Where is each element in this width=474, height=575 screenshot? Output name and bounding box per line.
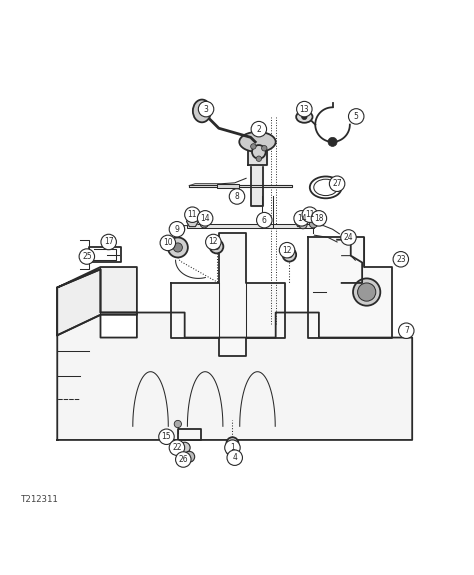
Ellipse shape — [193, 99, 211, 122]
Text: 12: 12 — [283, 246, 292, 255]
Circle shape — [174, 420, 182, 428]
Polygon shape — [186, 216, 198, 227]
Text: 12: 12 — [209, 237, 218, 247]
Polygon shape — [171, 233, 285, 356]
Circle shape — [175, 452, 191, 467]
Polygon shape — [251, 164, 264, 206]
Text: 8: 8 — [235, 192, 239, 201]
Text: 27: 27 — [332, 179, 342, 188]
Text: 1: 1 — [230, 443, 235, 452]
Circle shape — [227, 446, 238, 457]
Polygon shape — [308, 237, 392, 338]
Circle shape — [169, 221, 185, 237]
Circle shape — [197, 210, 213, 226]
Circle shape — [79, 249, 95, 264]
Circle shape — [210, 240, 223, 254]
Text: 4: 4 — [232, 453, 237, 462]
Text: 14: 14 — [297, 214, 306, 223]
Circle shape — [213, 243, 219, 250]
Text: 26: 26 — [179, 455, 188, 464]
Bar — [187, 224, 314, 228]
Circle shape — [328, 137, 337, 147]
Circle shape — [310, 220, 318, 228]
Circle shape — [256, 156, 262, 162]
Polygon shape — [248, 147, 266, 164]
Circle shape — [184, 451, 195, 462]
Text: 11: 11 — [188, 210, 197, 219]
Text: 10: 10 — [163, 239, 173, 247]
Text: 11: 11 — [305, 210, 315, 219]
Text: T212311: T212311 — [21, 494, 58, 504]
Circle shape — [227, 437, 238, 449]
Circle shape — [251, 121, 266, 137]
Circle shape — [168, 237, 188, 258]
Circle shape — [279, 243, 295, 258]
Circle shape — [286, 252, 292, 258]
Text: 18: 18 — [314, 214, 324, 223]
Circle shape — [393, 251, 409, 267]
Text: 15: 15 — [162, 432, 171, 441]
Circle shape — [101, 234, 117, 250]
Text: 3: 3 — [204, 105, 209, 114]
Ellipse shape — [239, 132, 276, 152]
Circle shape — [301, 114, 307, 120]
Polygon shape — [57, 267, 137, 313]
Text: 5: 5 — [354, 112, 359, 121]
Circle shape — [311, 210, 327, 226]
Circle shape — [256, 212, 272, 228]
Text: 13: 13 — [300, 105, 309, 114]
Circle shape — [206, 234, 221, 250]
Circle shape — [252, 145, 265, 159]
Circle shape — [294, 210, 310, 226]
Text: 6: 6 — [262, 216, 267, 225]
Text: 17: 17 — [104, 237, 113, 247]
Circle shape — [341, 229, 356, 245]
Circle shape — [262, 145, 267, 151]
Text: 14: 14 — [201, 214, 210, 223]
Text: 25: 25 — [82, 252, 91, 261]
Circle shape — [175, 225, 185, 234]
Circle shape — [251, 144, 256, 149]
Circle shape — [230, 448, 235, 454]
Text: 24: 24 — [344, 233, 353, 242]
Circle shape — [159, 429, 174, 444]
Circle shape — [329, 176, 345, 191]
Circle shape — [225, 440, 240, 455]
Circle shape — [297, 101, 312, 117]
Circle shape — [160, 235, 175, 251]
Circle shape — [198, 101, 214, 117]
Circle shape — [302, 207, 318, 223]
Polygon shape — [295, 216, 307, 227]
Circle shape — [227, 450, 243, 465]
Text: 7: 7 — [404, 326, 409, 335]
Circle shape — [399, 323, 414, 339]
Text: 22: 22 — [172, 443, 182, 452]
Circle shape — [299, 221, 307, 229]
Text: 9: 9 — [174, 225, 179, 234]
Circle shape — [169, 440, 185, 455]
Circle shape — [229, 440, 236, 446]
Circle shape — [357, 283, 376, 301]
Text: 23: 23 — [396, 255, 406, 264]
Circle shape — [179, 442, 190, 453]
Bar — [217, 184, 239, 188]
Text: 2: 2 — [256, 125, 261, 133]
Circle shape — [173, 243, 182, 252]
Circle shape — [283, 248, 296, 262]
Ellipse shape — [296, 111, 312, 123]
Polygon shape — [57, 313, 412, 440]
Circle shape — [353, 278, 380, 306]
Circle shape — [185, 207, 200, 223]
Polygon shape — [57, 269, 137, 335]
Circle shape — [200, 220, 209, 228]
Circle shape — [348, 109, 364, 124]
Circle shape — [229, 189, 245, 204]
Polygon shape — [189, 185, 292, 187]
